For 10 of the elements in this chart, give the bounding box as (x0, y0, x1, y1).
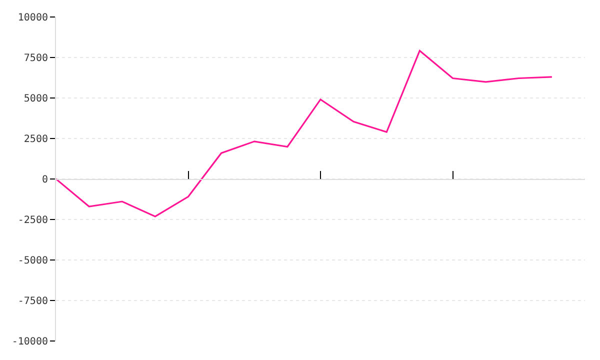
y-tick-label: -5000 (18, 256, 48, 266)
y-tick-label: -7500 (18, 296, 48, 307)
y-tick-label: 5000 (24, 94, 48, 104)
y-tick-label: 10000 (18, 12, 48, 24)
line-series (56, 50, 553, 218)
y-tick-label: 2500 (24, 134, 48, 145)
y-tick-label: 7500 (24, 53, 48, 64)
y-tick-label: 0 (42, 174, 48, 186)
y-tick-label: -10000 (12, 336, 48, 348)
y-tick-label: -2500 (18, 215, 48, 226)
